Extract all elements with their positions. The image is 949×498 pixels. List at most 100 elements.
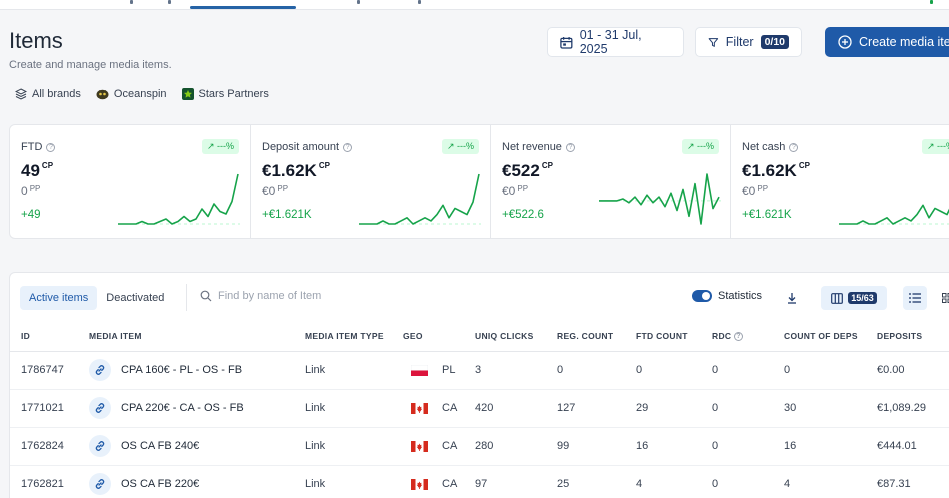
statistics-toggle[interactable]: Statistics — [692, 290, 762, 302]
media-item-name[interactable]: OS CA FB 240€ — [121, 440, 200, 452]
column-header-rdc[interactable]: RDC ? — [701, 321, 773, 352]
column-header-reg-count[interactable]: REG. COUNT — [546, 321, 625, 352]
media-item-name[interactable]: CPA 220€ - CA - OS - FB — [121, 402, 244, 414]
column-header-geo[interactable]: GEO — [392, 321, 464, 352]
cell-geo: CA — [392, 465, 464, 498]
create-media-item-button[interactable]: Create media ite — [825, 27, 949, 57]
column-header-id[interactable]: ID — [10, 321, 78, 352]
statistics-label: Statistics — [718, 290, 763, 302]
link-icon[interactable] — [89, 397, 111, 419]
kpi-label: FTD? — [21, 141, 56, 153]
media-item-name[interactable]: OS CA FB 220€ — [121, 478, 200, 490]
help-icon[interactable]: ? — [734, 331, 743, 341]
cell-media-item: OS CA FB 220€ — [78, 465, 294, 498]
kpi-trend-badge: ↗ ---% — [921, 139, 949, 154]
cell-uniq-clicks: 420 — [464, 389, 546, 428]
brand-stars-partners[interactable]: Stars Partners — [181, 88, 269, 100]
cell-count-of-deps: 4 — [773, 465, 866, 498]
cell-ftd-count: 0 — [625, 351, 701, 390]
kpi-label: Deposit amount? — [262, 141, 353, 153]
active-tab-indicator — [190, 6, 296, 9]
cell-deposits: €0.00 — [866, 351, 949, 390]
page-title: Items — [9, 28, 63, 53]
cell-ftd-count: 16 — [625, 427, 701, 466]
tab-fragment[interactable] — [357, 0, 360, 4]
kpi-card-deposit-amount: Deposit amount? ↗ ---% €1.62K CP €0 PP +€1… — [250, 125, 490, 238]
link-icon[interactable] — [89, 435, 111, 457]
cell-media-item: CPA 220€ - CA - OS - FB — [78, 389, 294, 428]
table-row[interactable]: 1762824 OS CA FB 240€ Link CA 280 99 16 … — [10, 427, 949, 466]
help-icon[interactable]: ? — [565, 142, 575, 152]
canada-flag-icon — [411, 478, 428, 490]
brand-oceanspin[interactable]: Oceanspin — [96, 88, 167, 100]
tab-fragment[interactable] — [130, 0, 133, 4]
kpi-value: €1.62K CP — [262, 161, 330, 180]
filter-button[interactable]: Filter 0/10 — [695, 27, 802, 57]
date-range-label: 01 - 31 Jul, 2025 — [579, 28, 642, 56]
cell-reg-count: 25 — [546, 465, 625, 498]
link-icon[interactable] — [89, 359, 111, 381]
divider — [186, 284, 187, 311]
cell-type: Link — [294, 427, 392, 466]
grid-view-button[interactable] — [938, 286, 949, 310]
tab-fragment[interactable] — [418, 0, 421, 4]
download-button[interactable] — [781, 286, 803, 310]
search-field[interactable]: Find by name of Item — [200, 290, 321, 302]
column-header-deposits[interactable]: DEPOSITS — [866, 321, 949, 352]
filter-icon — [708, 37, 719, 47]
cell-id: 1762821 — [10, 465, 78, 498]
brand-filter-list: All brands Oceanspin Stars Partners — [15, 88, 269, 100]
kpi-trend-badge: ↗ ---% — [201, 139, 239, 154]
canada-flag-icon — [411, 440, 428, 452]
kpi-value: 49 CP — [21, 161, 54, 180]
oceanspin-logo-icon — [96, 89, 109, 100]
kpi-previous-value: €0 PP — [262, 184, 289, 198]
kpi-previous-value: €0 PP — [742, 184, 769, 198]
kpi-sparkline — [118, 173, 240, 225]
date-range-button[interactable]: 01 - 31 Jul, 2025 — [547, 27, 684, 57]
table-header-row: ID MEDIA ITEM MEDIA ITEM TYPE GEO UNIQ C… — [10, 321, 949, 352]
column-header-count-of-deps[interactable]: COUNT OF DEPS — [773, 321, 866, 352]
kpi-card-ftd: FTD? ↗ ---% 49 CP 0 PP +49 — [10, 125, 250, 238]
list-icon — [909, 293, 921, 303]
cell-media-item: CPA 160€ - PL - OS - FB — [78, 351, 294, 390]
help-icon[interactable]: ? — [343, 142, 353, 152]
column-header-ftd-count[interactable]: FTD COUNT — [625, 321, 701, 352]
cell-deposits: €1,089.29 — [866, 389, 949, 428]
column-header-media-item[interactable]: MEDIA ITEM — [78, 321, 294, 352]
brand-label: Stars Partners — [198, 88, 269, 100]
cell-type: Link — [294, 351, 392, 390]
tab-deactivated[interactable]: Deactivated — [106, 292, 165, 304]
table-row[interactable]: 1786747 CPA 160€ - PL - OS - FB Link PL … — [10, 351, 949, 390]
tab-active-items[interactable]: Active items — [20, 286, 98, 310]
search-icon — [200, 290, 212, 302]
canada-flag-icon — [411, 402, 428, 414]
sparkline-series — [839, 204, 949, 225]
kpi-trend-badge: ↗ ---% — [441, 139, 479, 154]
column-header-type[interactable]: MEDIA ITEM TYPE — [294, 321, 392, 352]
tab-fragment[interactable] — [168, 0, 171, 4]
cell-rdc: 0 — [701, 351, 773, 390]
kpi-sparkline — [839, 204, 949, 225]
cell-geo: CA — [392, 389, 464, 428]
toggle-switch[interactable] — [692, 290, 712, 302]
cell-ftd-count: 4 — [625, 465, 701, 498]
kpi-previous-value: €0 PP — [502, 184, 529, 198]
help-icon[interactable]: ? — [46, 142, 56, 152]
cell-reg-count: 0 — [546, 351, 625, 390]
list-view-button[interactable] — [903, 286, 927, 310]
column-header-uniq-clicks[interactable]: UNIQ CLICKS — [464, 321, 546, 352]
cell-reg-count: 99 — [546, 427, 625, 466]
kpi-delta: +€1.621K — [262, 209, 312, 221]
media-item-name[interactable]: CPA 160€ - PL - OS - FB — [121, 364, 243, 376]
table-row[interactable]: 1771021 CPA 220€ - CA - OS - FB Link CA … — [10, 389, 949, 428]
help-icon[interactable]: ? — [789, 142, 799, 152]
kpi-label: Net revenue? — [502, 141, 575, 153]
link-icon[interactable] — [89, 473, 111, 495]
poland-flag-icon — [411, 364, 428, 376]
cell-count-of-deps: 0 — [773, 351, 866, 390]
columns-button[interactable]: 15/63 — [821, 286, 887, 310]
table-row[interactable]: 1762821 OS CA FB 220€ Link CA 97 25 4 0 … — [10, 465, 949, 498]
brand-all[interactable]: All brands — [15, 88, 81, 100]
